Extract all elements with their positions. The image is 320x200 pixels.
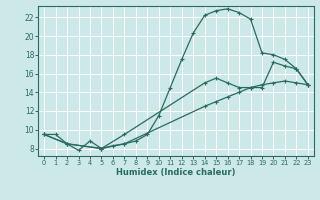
X-axis label: Humidex (Indice chaleur): Humidex (Indice chaleur)	[116, 168, 236, 177]
